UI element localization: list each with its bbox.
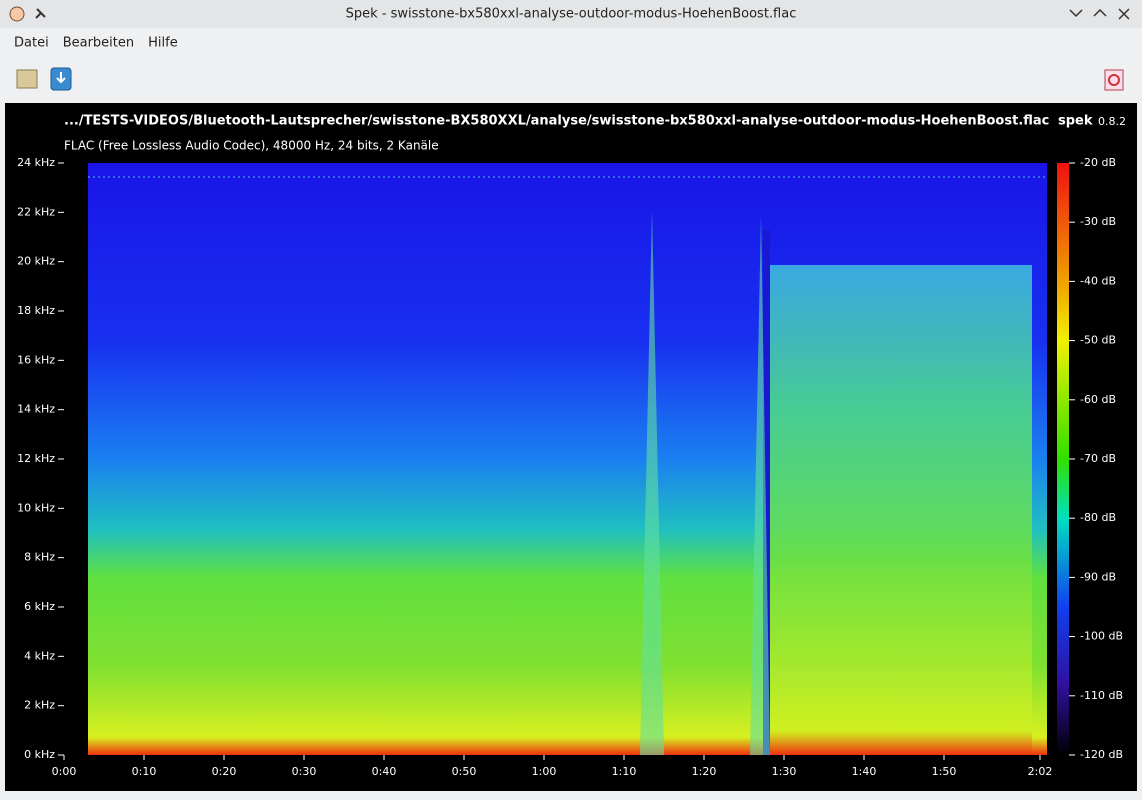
level-label: -90 dB	[1080, 570, 1116, 583]
time-label: 1:40	[852, 765, 877, 778]
frequency-label: 12 kHz	[17, 452, 55, 465]
help-icon	[1108, 74, 1120, 86]
level-label: -120 dB	[1080, 748, 1123, 761]
frequency-label: 4 kHz	[24, 649, 55, 662]
level-label: -50 dB	[1080, 334, 1116, 347]
minimize-button[interactable]	[1069, 9, 1083, 18]
close-button[interactable]	[1118, 8, 1130, 20]
time-label: 0:20	[212, 765, 237, 778]
frequency-label: 2 kHz	[24, 699, 55, 712]
menu-item[interactable]: Datei	[14, 36, 49, 51]
frequency-label: 8 kHz	[24, 551, 55, 564]
level-label: -100 dB	[1080, 630, 1123, 643]
app-icon	[9, 6, 25, 22]
time-label: 1:50	[932, 765, 957, 778]
menu-item[interactable]: Hilfe	[148, 36, 178, 51]
time-label: 2:02	[1028, 765, 1053, 778]
app-version: 0.8.2	[1098, 115, 1126, 128]
time-label: 0:10	[132, 765, 157, 778]
spectrogram-gap	[763, 230, 770, 755]
level-label: -80 dB	[1080, 511, 1116, 524]
frequency-label: 22 kHz	[17, 205, 55, 218]
save-icon	[56, 72, 66, 84]
frequency-label: 24 kHz	[17, 156, 55, 169]
open-button[interactable]	[16, 69, 38, 89]
time-label: 0:50	[452, 765, 477, 778]
time-label: 0:30	[292, 765, 317, 778]
frequency-label: 20 kHz	[17, 255, 55, 268]
level-label: -30 dB	[1080, 215, 1116, 228]
time-label: 0:40	[372, 765, 397, 778]
menu-bar: Datei Bearbeiten Hilfe	[14, 36, 178, 51]
frequency-label: 6 kHz	[24, 600, 55, 613]
spectrogram-burst	[640, 210, 664, 755]
spectrogram-region	[770, 265, 1032, 755]
frequency-label: 14 kHz	[17, 403, 55, 416]
app-name: spek	[1058, 114, 1093, 129]
level-label: -60 dB	[1080, 393, 1116, 406]
title-bar	[0, 0, 1142, 28]
window-title: Spek - swisstone-bx580xxl-analyse-outdoo…	[346, 7, 797, 22]
maximize-button[interactable]	[1093, 8, 1107, 17]
time-label: 1:20	[692, 765, 717, 778]
level-label: -70 dB	[1080, 452, 1116, 465]
time-label: 1:00	[532, 765, 557, 778]
menu-item[interactable]: Bearbeiten	[63, 36, 134, 51]
file-path: .../TESTS-VIDEOS/Bluetooth-Lautsprecher/…	[64, 114, 1049, 129]
level-colorbar	[1057, 163, 1069, 755]
level-label: -20 dB	[1080, 156, 1116, 169]
level-label: -40 dB	[1080, 274, 1116, 287]
time-label: 1:10	[612, 765, 637, 778]
time-label: 0:00	[52, 765, 77, 778]
time-label: 1:30	[772, 765, 797, 778]
file-info: FLAC (Free Lossless Audio Codec), 48000 …	[64, 139, 439, 153]
frequency-label: 0 kHz	[24, 748, 55, 761]
spectrogram-burst	[750, 215, 770, 755]
frequency-label: 10 kHz	[17, 501, 55, 514]
help-button[interactable]	[1104, 69, 1124, 91]
frequency-label: 18 kHz	[17, 304, 55, 317]
frequency-label: 16 kHz	[17, 353, 55, 366]
pin-icon[interactable]	[35, 8, 46, 19]
level-label: -110 dB	[1080, 689, 1123, 702]
axes: 24 kHz 22 kHz 20 kHz 18 kHz 16 kHz 14 kHz 12 k…	[17, 156, 1123, 778]
